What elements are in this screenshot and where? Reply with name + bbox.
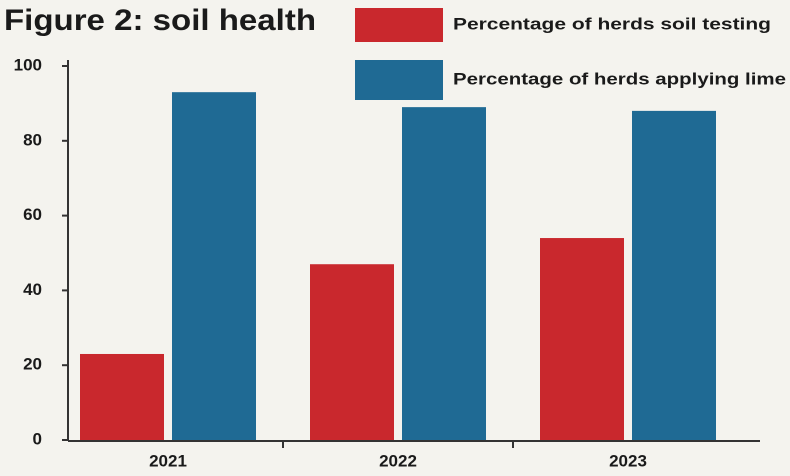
bar bbox=[172, 92, 256, 441]
x-tick-label: 2021 bbox=[149, 451, 187, 470]
y-tick-label: 0 bbox=[33, 429, 42, 448]
y-tick-label: 60 bbox=[23, 205, 42, 224]
bar bbox=[632, 110, 716, 440]
bar bbox=[402, 107, 486, 440]
legend-label: Percentage of herds soil testing bbox=[453, 14, 771, 33]
y-tick-label: 40 bbox=[23, 280, 42, 299]
legend-swatch bbox=[355, 60, 443, 100]
x-tick-label: 2022 bbox=[379, 451, 417, 470]
chart-title: Figure 2: soil health bbox=[4, 4, 316, 37]
x-tick-label: 2023 bbox=[609, 451, 647, 470]
y-tick-label: 20 bbox=[23, 355, 42, 374]
y-tick-label: 100 bbox=[14, 55, 42, 74]
bar bbox=[310, 264, 394, 440]
bar bbox=[540, 238, 624, 440]
y-tick-label: 80 bbox=[23, 130, 42, 149]
legend-swatch bbox=[355, 8, 443, 42]
bar bbox=[80, 353, 164, 440]
legend-label: Percentage of herds applying lime bbox=[453, 69, 786, 88]
